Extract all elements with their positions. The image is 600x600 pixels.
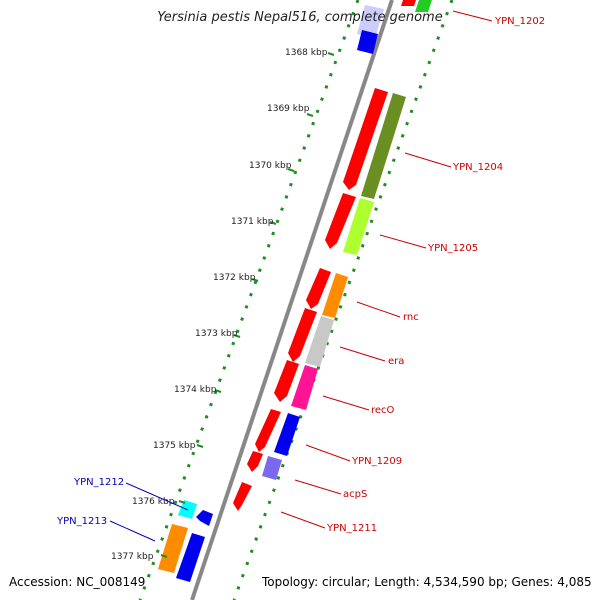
gene-label-ypn1202: YPN_1202 [494, 16, 545, 27]
gene-arrow-reco [274, 360, 299, 402]
tick-label-1368: 1368 kbp [285, 48, 328, 58]
label-connectors-blue [109, 482, 189, 542]
gene-label-acps: acpS [343, 489, 367, 500]
gene-arrow-ypn1204 [343, 88, 388, 190]
gene-block-top-right [415, 0, 432, 12]
gene-block-top-blue [357, 5, 384, 38]
tick-label-1369: 1369 kbp [267, 104, 310, 114]
genome-backbone [190, 0, 394, 600]
tick-label-1374: 1374 kbp [174, 385, 217, 395]
gene-arrow-ypn1213-blue [176, 533, 205, 582]
tick-label-1372: 1372 kbp [213, 273, 256, 283]
gene-arrow-era [288, 308, 317, 362]
gene-label-reco: recO [371, 405, 395, 416]
genome-summary-text: Topology: circular; Length: 4,534,590 bp… [262, 575, 592, 589]
gene-label-era: era [388, 356, 404, 367]
gene-label-ypn1212: YPN_1212 [73, 477, 124, 488]
gene-label-ypn1204: YPN_1204 [452, 162, 503, 173]
gene-block-ypn1209-blue [274, 413, 300, 456]
gene-block-reco-pink [291, 365, 318, 410]
outer-dotted-guide-right [232, 0, 454, 600]
tick-marks [160, 52, 335, 558]
tick-label-1375: 1375 kbp [153, 441, 196, 451]
page-title: Yersinia pestis Nepal516, complete genom… [157, 10, 443, 25]
tick-label-1377: 1377 kbp [111, 552, 154, 562]
gene-block-ypn1204-olive [361, 93, 406, 199]
gene-block-top-blue-dark [357, 30, 378, 54]
gene-block-ypn1205-lime [343, 198, 374, 255]
reverse-genes [262, 0, 432, 480]
gene-label-rnc: rnc [403, 312, 419, 323]
gene-label-ypn1209: YPN_1209 [351, 456, 402, 467]
gene-block-rnc-orange [322, 273, 348, 318]
gene-block-acps-lavender [262, 456, 282, 480]
gene-label-ypn1213: YPN_1213 [56, 516, 107, 527]
gene-arrow-acps [247, 451, 263, 472]
gene-arrow-rnc [306, 268, 331, 309]
gene-arrow-ypn1211 [233, 482, 252, 511]
tick-label-1370: 1370 kbp [249, 161, 292, 171]
gene-label-ypn1211: YPN_1211 [326, 523, 377, 534]
gene-label-ypn1205: YPN_1205 [427, 243, 478, 254]
tick-label-1373: 1373 kbp [195, 329, 238, 339]
gene-arrow-ypn1202-top [401, 0, 416, 6]
forward-genes [233, 0, 416, 511]
gene-block-era-gray [305, 316, 334, 367]
gene-arrow-ypn1212-blue [196, 510, 213, 526]
gene-arrow-ypn1205 [325, 193, 356, 249]
gene-arrow-ypn1209 [255, 409, 281, 452]
accession-text: Accession: NC_008149 [9, 575, 146, 589]
tick-label-1376: 1376 kbp [132, 497, 175, 507]
label-connectors-red [280, 10, 493, 529]
outer-dotted-guide-left [138, 0, 360, 600]
gene-block-ypn1213-orange [158, 524, 188, 573]
tick-label-1371: 1371 kbp [231, 217, 274, 227]
